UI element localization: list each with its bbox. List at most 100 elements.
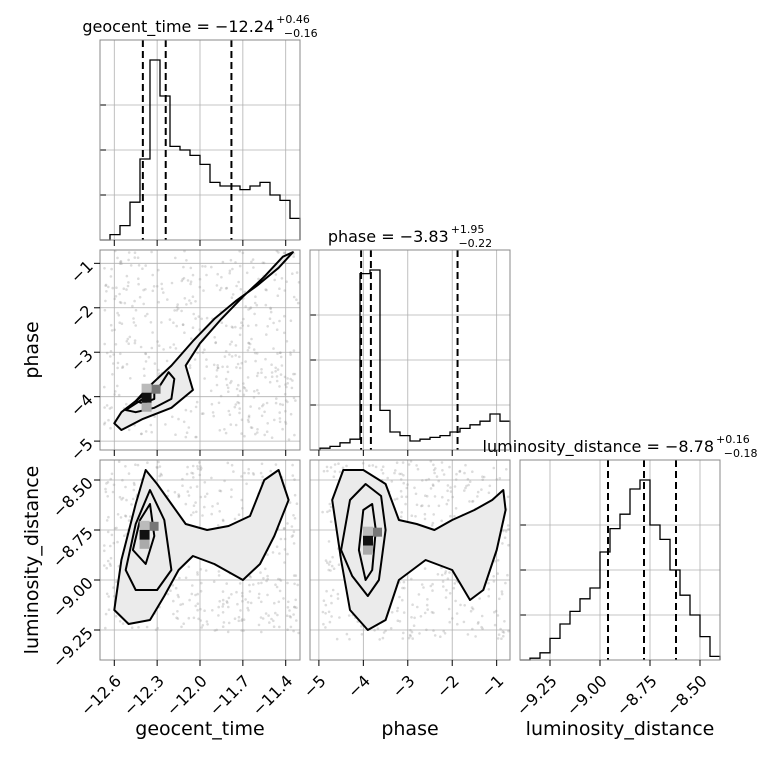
scatter-point bbox=[437, 479, 441, 483]
scatter-point bbox=[293, 478, 296, 481]
scatter-point bbox=[454, 507, 458, 510]
scatter-point bbox=[274, 273, 278, 276]
scatter-point bbox=[266, 574, 269, 578]
scatter-point bbox=[270, 436, 274, 440]
scatter-point bbox=[420, 583, 424, 586]
scatter-point bbox=[399, 489, 403, 493]
scatter-point bbox=[181, 484, 184, 488]
scatter-point bbox=[414, 492, 418, 496]
scatter-point bbox=[500, 590, 504, 593]
scatter-point bbox=[227, 605, 230, 609]
scatter-point bbox=[205, 620, 209, 623]
scatter-point bbox=[176, 610, 179, 613]
scatter-point bbox=[157, 372, 161, 375]
scatter-point bbox=[228, 353, 231, 356]
scatter-point bbox=[127, 281, 130, 284]
scatter-point bbox=[189, 282, 192, 286]
scatter-point bbox=[215, 284, 219, 287]
scatter-point bbox=[257, 592, 261, 596]
scatter-point bbox=[203, 377, 206, 380]
scatter-point bbox=[386, 476, 390, 480]
scatter-point bbox=[468, 500, 471, 503]
scatter-point bbox=[240, 418, 244, 422]
scatter-point bbox=[402, 474, 405, 477]
scatter-point bbox=[119, 260, 122, 264]
scatter-point bbox=[286, 382, 290, 385]
scatter-point bbox=[188, 299, 191, 302]
scatter-point bbox=[336, 597, 340, 600]
scatter-point bbox=[326, 561, 329, 564]
scatter-point bbox=[151, 289, 155, 293]
scatter-point bbox=[452, 586, 456, 590]
scatter-point bbox=[271, 551, 275, 554]
scatter-point bbox=[160, 282, 163, 286]
histogram-luminosity-distance bbox=[520, 479, 721, 661]
scatter-point bbox=[261, 261, 265, 265]
scatter-point bbox=[157, 300, 160, 304]
scatter-point bbox=[239, 326, 242, 330]
scatter-point bbox=[324, 559, 328, 562]
scatter-point bbox=[322, 599, 326, 602]
scatter-point bbox=[189, 266, 193, 270]
scatter-point bbox=[127, 251, 131, 254]
scatter-point bbox=[431, 582, 434, 586]
scatter-point bbox=[156, 340, 159, 343]
scatter-point bbox=[447, 607, 451, 611]
scatter-point bbox=[127, 519, 131, 522]
scatter-point bbox=[244, 598, 247, 601]
scatter-point bbox=[223, 355, 227, 358]
scatter-point bbox=[260, 600, 263, 604]
scatter-point bbox=[134, 324, 137, 327]
scatter-point bbox=[278, 319, 281, 323]
scatter-point bbox=[504, 530, 508, 533]
scatter-point bbox=[105, 482, 108, 485]
scatter-point bbox=[227, 596, 231, 600]
scatter-point bbox=[272, 619, 275, 623]
scatter-point bbox=[114, 390, 117, 393]
scatter-point bbox=[113, 297, 116, 301]
scatter-point bbox=[264, 612, 268, 615]
scatter-point bbox=[247, 420, 250, 424]
scatter-point bbox=[117, 460, 121, 464]
scatter-point bbox=[222, 621, 226, 624]
axes-frame bbox=[519, 459, 721, 661]
scatter-point bbox=[220, 286, 223, 290]
scatter-point bbox=[241, 324, 244, 327]
scatter-point bbox=[487, 491, 491, 495]
scatter-point bbox=[198, 328, 202, 331]
scatter-point bbox=[496, 637, 500, 640]
scatter-point bbox=[417, 593, 421, 596]
scatter-point bbox=[390, 611, 394, 614]
scatter-point bbox=[289, 625, 293, 629]
scatter-point bbox=[260, 371, 263, 375]
scatter-point bbox=[153, 415, 156, 418]
scatter-point bbox=[236, 401, 239, 404]
contour-level-1 bbox=[124, 489, 173, 591]
title-luminosity-distance: luminosity_distance = −8.78 +0.16 −0.18 bbox=[483, 433, 758, 460]
scatter-point bbox=[119, 260, 123, 263]
scatter-point bbox=[121, 496, 125, 500]
scatter-point bbox=[464, 463, 467, 467]
scatter-point bbox=[396, 606, 400, 610]
scatter-point bbox=[284, 422, 288, 425]
scatter-point bbox=[240, 498, 243, 502]
scatter-point bbox=[132, 481, 136, 485]
scatter-point bbox=[200, 317, 203, 321]
scatter-point bbox=[191, 326, 195, 330]
scatter-point bbox=[294, 574, 298, 577]
scatter-point bbox=[204, 265, 207, 268]
scatter-point bbox=[192, 476, 195, 479]
scatter-point bbox=[423, 512, 427, 516]
scatter-point bbox=[291, 272, 294, 276]
scatter-point bbox=[133, 341, 137, 345]
scatter-point bbox=[226, 601, 229, 604]
scatter-point bbox=[440, 519, 444, 523]
density-peak bbox=[363, 535, 373, 546]
scatter-point bbox=[246, 418, 250, 422]
scatter-point bbox=[111, 490, 115, 494]
scatter-point bbox=[426, 598, 429, 601]
scatter-point bbox=[221, 598, 225, 602]
y-tick-label: −5 bbox=[67, 434, 97, 464]
scatter-point bbox=[235, 590, 238, 594]
